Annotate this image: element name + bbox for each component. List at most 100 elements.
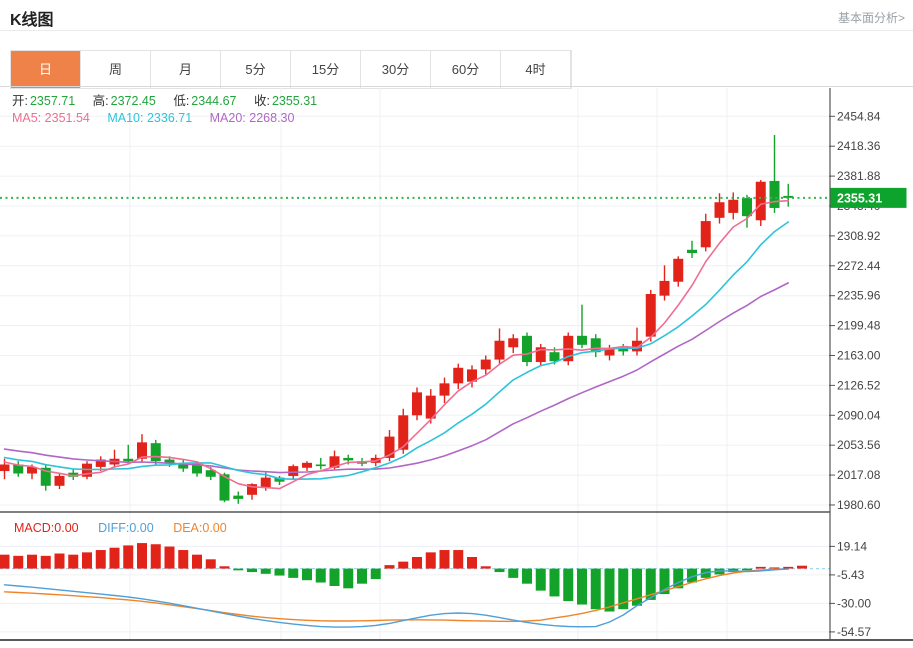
macd-bar [219,566,230,569]
chart-area[interactable]: 2454.842418.362381.882345.402308.922272.… [0,86,913,648]
candle-body [769,180,780,208]
macd-bar [439,550,450,569]
price-axis-label: 2090.04 [837,408,881,422]
current-price-badge [830,187,907,208]
macd-bar [0,554,10,569]
macd-bar [755,566,766,569]
candle-body [329,456,340,468]
macd-bar [618,568,629,610]
kline-chart-canvas[interactable]: 2454.842418.362381.882345.402308.922272.… [0,86,913,648]
tab-30min[interactable]: 30分 [361,51,431,88]
fundamental-analysis-link[interactable]: 基本面分析> [837,11,905,25]
candle-body [205,470,216,477]
dea-line [3,568,789,623]
page-title: K线图 [10,12,54,29]
candle-body [13,464,24,474]
price-axis-label: 2308.92 [837,229,881,243]
macd-bar [549,568,560,597]
high-label: 高: [92,94,109,108]
candle-body [260,477,271,488]
ma20-line [3,282,790,474]
candle-body [549,352,560,362]
macd-bar [797,565,807,569]
tab-5min[interactable]: 5分 [221,51,291,88]
high-value: 2372.45 [110,94,156,108]
macd-bar [123,545,134,569]
tab-month[interactable]: 月 [151,51,221,88]
candle-body [288,466,299,476]
close-value: 2355.31 [271,94,318,108]
macd-value: 0.00 [54,521,79,535]
tab-4hour[interactable]: 4时 [501,51,571,88]
macd-bar [687,568,697,583]
macd-bar [453,550,464,569]
dea-value: 0.00 [202,521,227,535]
candle-body [467,369,477,382]
macd-bar [302,568,312,581]
candle-body [0,464,10,472]
candle-body [27,466,37,474]
candle-body [68,472,79,477]
ma-readout: MA5: 2351.54 MA10: 2336.71 MA20: 2268.30 [12,111,294,125]
macd-bar [480,566,491,569]
macd-bar [398,561,409,569]
candle-body [700,221,711,248]
macd-bar [164,546,175,569]
macd-bar [425,552,436,569]
candle-body [123,458,134,462]
ma5-label: MA5: [12,111,42,125]
macd-bar [315,568,326,583]
macd-bar [137,543,147,569]
candle-body [742,198,752,217]
candle-body [494,340,505,360]
macd-bar [247,568,257,573]
macd-bar [357,568,367,584]
price-axis-label: 2381.88 [837,169,881,183]
candle-body [150,443,161,462]
candle-body [645,294,656,337]
macd-bar [343,568,354,589]
candle-body [453,367,464,384]
candle-body [535,347,546,363]
price-axis-label: 2017.08 [837,468,881,482]
ma5-line [3,199,790,490]
ohlc-readout: 开: 2357.71 高: 2372.45 低: 2344.67 收: 2355.31 [12,90,317,109]
candle-body [590,338,601,353]
price-axis-label: 2418.36 [837,139,881,153]
macd-bar [604,568,615,612]
candle-body [219,474,230,501]
candle-body [687,249,697,254]
tab-60min[interactable]: 60分 [431,51,501,88]
open-label: 开: [12,94,28,108]
macd-bar [178,550,189,569]
macd-bar [577,568,587,605]
candle-body [604,348,615,356]
diff-label: DIFF: [98,521,130,535]
macd-bar [288,568,299,578]
tab-15min[interactable]: 15分 [291,51,361,88]
diff-line [3,568,789,628]
candle-body [755,181,766,221]
tab-week[interactable]: 周 [81,51,151,88]
macd-bar [563,568,574,602]
macd-bar [68,554,79,569]
macd-label: MACD: [14,521,55,535]
macd-bar [274,568,285,576]
macd-bar [769,567,780,569]
macd-bar [95,550,106,569]
macd-bar [27,554,37,569]
ma10-value: 2336.71 [146,111,193,125]
macd-bar [645,568,656,600]
macd-axis-label: -54.57 [837,625,871,639]
macd-bar [783,566,794,569]
macd-bar [384,565,395,569]
candle-body [274,477,285,482]
candle-body [95,459,106,467]
candle-body [714,202,725,218]
macd-axis-label: 19.14 [837,539,867,553]
price-axis-label: 1980.60 [837,498,881,512]
price-axis-label: 2454.84 [837,109,881,123]
price-axis-label: 2126.52 [837,378,881,392]
tab-day[interactable]: 日 [11,51,81,88]
candle-body [137,442,147,459]
